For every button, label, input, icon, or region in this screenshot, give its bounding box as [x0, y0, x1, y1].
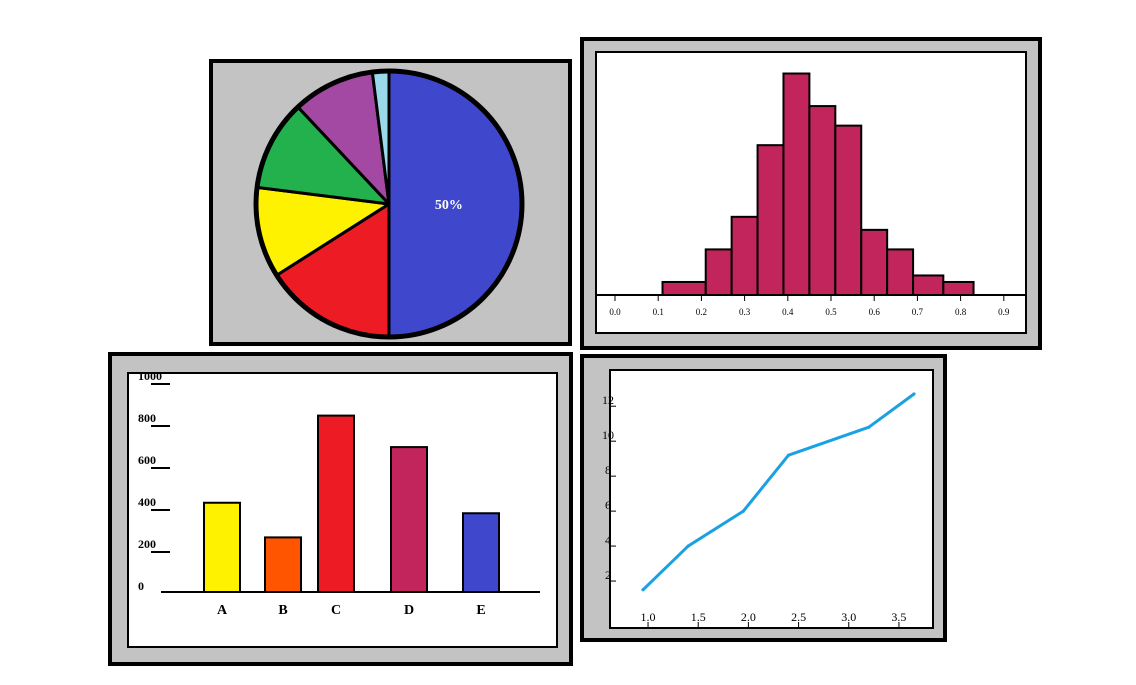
histogram-plot-area: 0.0 0.1 0.2 0.3 0.4 0.5 0.6 0.7 0.8 0.9 [595, 51, 1027, 334]
line-point-5 [912, 392, 916, 396]
histogram-x-tick-label-1: 0.1 [653, 307, 664, 317]
pie-slice-label-0: 50% [435, 198, 463, 213]
bar-chart-plot-area: 0 200 400 600 800 1000 A B C D E [127, 369, 558, 648]
bar-category-label-0: A [217, 603, 228, 618]
line-point-0 [641, 588, 645, 592]
line-y-tick-label-2: 6 [605, 498, 611, 512]
bar-A [203, 501, 241, 593]
histogram-x-tick-label-2: 0.2 [696, 307, 707, 317]
line-x-tick-label-5: 3.5 [891, 610, 906, 624]
bar-category-label-4: E [476, 603, 485, 618]
line-point-2 [741, 509, 745, 513]
bar-y-tick-label-4: 800 [138, 411, 156, 425]
histogram-panel: 0.0 0.1 0.2 0.3 0.4 0.5 0.6 0.7 0.8 0.9 [580, 37, 1042, 350]
line-y-tick-label-1: 4 [605, 533, 611, 547]
line-y-tick-label-0: 2 [605, 568, 611, 582]
histogram-bar-3 [756, 144, 785, 296]
bar-C [317, 414, 355, 593]
line-x-tick-label-4: 3.0 [841, 610, 856, 624]
histogram-x-tick-label-8: 0.8 [955, 307, 967, 317]
pie-chart-panel: 50% [209, 59, 572, 346]
pie-outline [253, 68, 525, 340]
bar-y-tick-label-5: 1000 [138, 369, 162, 383]
histogram-x-tick-label-3: 0.3 [739, 307, 751, 317]
histogram-bar-7 [860, 228, 889, 297]
bar-y-tick-label-1: 200 [138, 537, 156, 551]
bar-chart: 0 200 400 600 800 1000 A B C D E [138, 369, 540, 618]
line-plot-area [609, 369, 934, 629]
histogram-x-tick-label-5: 0.5 [825, 307, 837, 317]
histogram-bar-0 [661, 280, 707, 297]
line-x-tick-label-3: 2.5 [791, 610, 806, 624]
line-y-tick-label-5: 12 [602, 393, 614, 407]
bar-y-tick-label-2: 400 [138, 495, 156, 509]
bar-category-label-1: B [278, 603, 287, 618]
histogram-bar-2 [730, 215, 759, 296]
histogram-bar-8 [886, 248, 915, 296]
bar-B [264, 536, 302, 593]
histogram-bar-1 [704, 248, 733, 296]
bar-category-label-2: C [331, 603, 341, 618]
line-y-tick-label-3: 8 [605, 463, 611, 477]
line-x-tick-label-0: 1.0 [641, 610, 656, 624]
histogram-bar-9 [912, 274, 945, 296]
line-x-tick-label-2: 2.0 [741, 610, 756, 624]
bar-E [462, 512, 500, 593]
line-point-3 [786, 453, 791, 457]
histogram-bar-5 [808, 105, 837, 297]
histogram-x-tick-label-0: 0.0 [609, 307, 621, 317]
bar-category-label-3: D [404, 603, 414, 618]
pie-chart: 50% [253, 68, 525, 340]
line-series [641, 392, 915, 591]
line-point-1 [686, 544, 690, 548]
bar-chart-panel: 0 200 400 600 800 1000 A B C D E [108, 352, 573, 666]
bar-y-tick-label-3: 600 [138, 453, 156, 467]
line-chart: 1.0 1.5 2.0 2.5 3.0 3.5 2 4 6 8 10 12 [602, 369, 934, 629]
bar-y-tick-label-0: 0 [138, 579, 144, 593]
histogram-bar-4 [782, 72, 811, 297]
histogram-x-tick-label-7: 0.7 [912, 307, 924, 317]
line-y-tick-label-4: 10 [602, 428, 614, 442]
histogram-bar-10 [942, 280, 975, 297]
line-chart-panel: 1.0 1.5 2.0 2.5 3.0 3.5 2 4 6 8 10 12 [580, 354, 947, 642]
line-x-tick-label-1: 1.5 [691, 610, 706, 624]
line-point-4 [867, 425, 871, 429]
histogram-x-tick-label-6: 0.6 [869, 307, 881, 317]
histogram-chart: 0.0 0.1 0.2 0.3 0.4 0.5 0.6 0.7 0.8 0.9 [597, 72, 1025, 317]
bar-D [390, 446, 428, 593]
histogram-bar-6 [834, 124, 863, 296]
histogram-x-tick-label-9: 0.9 [998, 307, 1010, 317]
histogram-x-tick-label-4: 0.4 [782, 307, 794, 317]
